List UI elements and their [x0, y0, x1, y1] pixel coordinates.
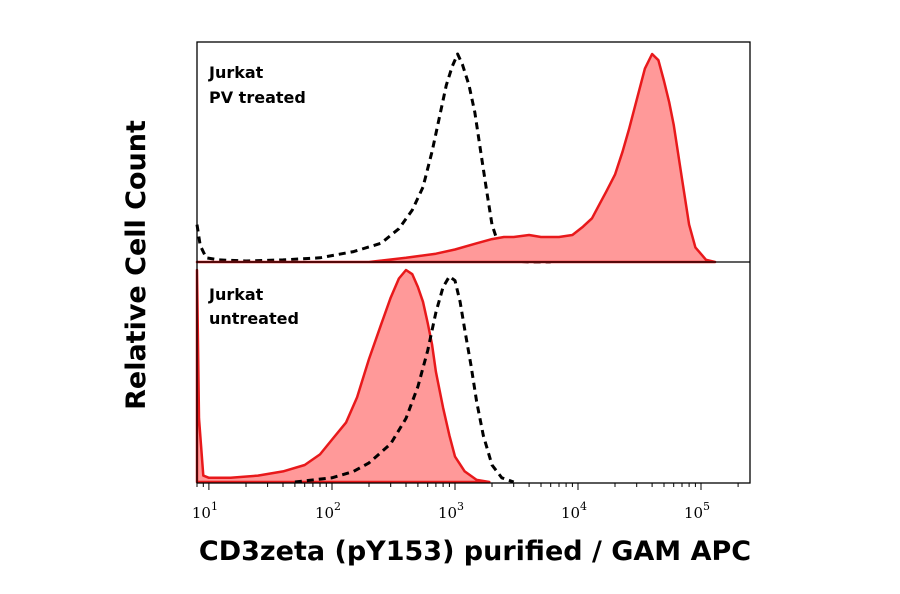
- panel-label-bottom: Jurkat untreated: [208, 285, 299, 328]
- control-histogram-series: [195, 52, 551, 264]
- control-histogram-series: [294, 274, 515, 484]
- x-tick-label: 103: [438, 500, 464, 522]
- panel-label-bottom-line2: untreated: [209, 309, 299, 328]
- x-tick-label: 101: [192, 500, 218, 522]
- x-tick-label: 102: [315, 500, 341, 522]
- panel-label-top-line2: PV treated: [209, 88, 306, 107]
- y-axis-label: Relative Cell Count: [121, 120, 152, 410]
- x-tick-label: 104: [561, 500, 587, 522]
- panel-label-top-line1: Jurkat: [208, 63, 264, 82]
- x-axis-label: CD3zeta (pY153) purified / GAM APC: [199, 536, 751, 567]
- histogram-panels: [195, 52, 717, 484]
- panel-bottom: [195, 268, 515, 484]
- treated-histogram-series: [195, 52, 717, 264]
- treated-histogram-series: [195, 268, 491, 484]
- panel-label-bottom-line1: Jurkat: [208, 285, 264, 304]
- x-axis: 101 102 103 104 105: [192, 483, 739, 522]
- panel-label-top: Jurkat PV treated: [208, 63, 306, 107]
- x-tick-label: 105: [684, 500, 710, 522]
- panel-top: [195, 52, 717, 264]
